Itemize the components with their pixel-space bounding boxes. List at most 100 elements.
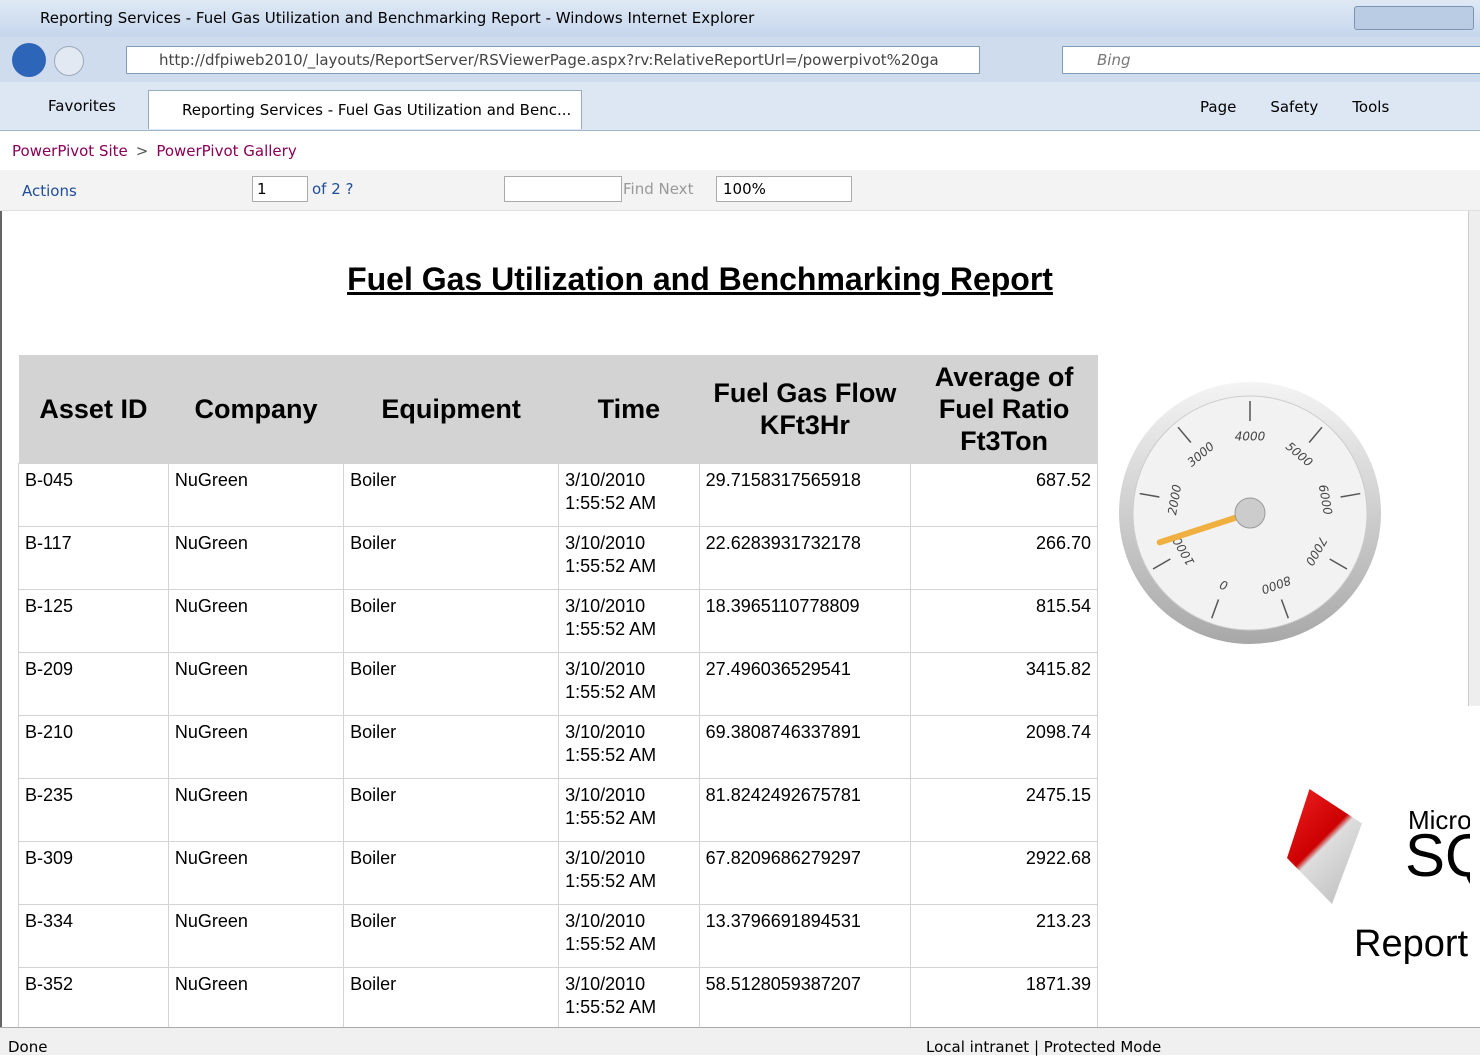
gauge-hub <box>1235 498 1265 528</box>
status-text: Done <box>8 1038 47 1056</box>
cell: B-235 <box>19 779 169 842</box>
cell: 815.54 <box>911 590 1098 653</box>
cell: Boiler <box>344 905 559 968</box>
cell: 58.5128059387207 <box>699 968 910 1028</box>
cell: 2475.15 <box>911 779 1098 842</box>
cell: 687.52 <box>911 464 1098 527</box>
command-button[interactable]: Safety <box>1270 98 1318 116</box>
address-area: http://dfpiweb2010/_layouts/ReportServer… <box>0 37 1480 82</box>
title-bar: Reporting Services - Fuel Gas Utilizatio… <box>0 0 1480 37</box>
breadcrumb-item: PowerPivot Gallery <box>156 142 296 160</box>
favorites-button[interactable]: Favorites <box>48 97 116 115</box>
cell: 29.7158317565918 <box>699 464 910 527</box>
cell: 3/10/2010 1:55:52 AM <box>559 779 700 842</box>
cell: Boiler <box>344 464 559 527</box>
window-title: Reporting Services - Fuel Gas Utilizatio… <box>40 9 754 27</box>
address-bar[interactable]: http://dfpiweb2010/_layouts/ReportServer… <box>126 46 980 74</box>
active-tab[interactable]: Reporting Services - Fuel Gas Utilizatio… <box>148 90 582 129</box>
data-row: B-309NuGreenBoiler3/10/2010 1:55:52 AM67… <box>19 842 1098 905</box>
zoom-value: 100% <box>723 180 766 198</box>
report-title: Fuel Gas Utilization and Benchmarking Re… <box>2 261 1398 298</box>
cell: 3/10/2010 1:55:52 AM <box>559 842 700 905</box>
search-provider: Bing <box>1097 51 1131 69</box>
logo-service: Report <box>1354 923 1468 966</box>
tab-title: Reporting Services - Fuel Gas Utilizatio… <box>182 101 571 119</box>
page: Reporting Services - Fuel Gas Utilizatio… <box>0 0 1480 1054</box>
cell: NuGreen <box>168 716 343 779</box>
command-button[interactable]: Page <box>1200 98 1236 116</box>
column-header: Average of Fuel Ratio Ft3Ton <box>911 355 1098 464</box>
status-bar: Done Local intranet | Protected Mode <box>0 1027 1480 1055</box>
breadcrumb-item: > <box>136 142 149 160</box>
cell: Boiler <box>344 590 559 653</box>
cell: NuGreen <box>168 968 343 1028</box>
cell: B-117 <box>19 527 169 590</box>
security-zone: Local intranet | Protected Mode <box>926 1038 1161 1056</box>
cell: Boiler <box>344 716 559 779</box>
cell: 18.3965110778809 <box>699 590 910 653</box>
cell: 3/10/2010 1:55:52 AM <box>559 968 700 1028</box>
command-button[interactable]: Tools <box>1352 98 1389 116</box>
cell: B-045 <box>19 464 169 527</box>
sql-logo <box>1287 789 1362 904</box>
cell: NuGreen <box>168 842 343 905</box>
back-button[interactable] <box>12 43 46 77</box>
breadcrumb: PowerPivot Site > PowerPivot Gallery <box>12 142 305 160</box>
logo-product: SQ <box>1405 821 1470 890</box>
cell: 3/10/2010 1:55:52 AM <box>559 905 700 968</box>
cell: NuGreen <box>168 905 343 968</box>
cell: Boiler <box>344 653 559 716</box>
column-header: Equipment <box>344 355 559 464</box>
cell: B-309 <box>19 842 169 905</box>
cell: NuGreen <box>168 653 343 716</box>
column-header: Time <box>559 355 700 464</box>
cell: B-210 <box>19 716 169 779</box>
cell: 266.70 <box>911 527 1098 590</box>
page-number: 1 <box>257 180 267 198</box>
url: http://dfpiweb2010/_layouts/ReportServer… <box>159 51 939 69</box>
cell: Boiler <box>344 968 559 1028</box>
find-next[interactable]: Find Next <box>623 180 693 198</box>
cell: 3/10/2010 1:55:52 AM <box>559 653 700 716</box>
command-bar: Page Safety Tools <box>1200 97 1423 116</box>
cell: 22.6283931732178 <box>699 527 910 590</box>
cell: 13.3796691894531 <box>699 905 910 968</box>
cell: NuGreen <box>168 590 343 653</box>
header-row: Asset IDCompanyEquipmentTimeFuel Gas Flo… <box>19 355 1098 464</box>
cell: 81.8242492675781 <box>699 779 910 842</box>
search-box[interactable]: Bing <box>1062 46 1480 74</box>
cell: 3415.82 <box>911 653 1098 716</box>
find-input[interactable] <box>504 176 622 202</box>
cell: NuGreen <box>168 779 343 842</box>
scrollbar[interactable] <box>1468 211 1480 706</box>
zoom-select[interactable]: 100% <box>716 176 852 202</box>
cell: Boiler <box>344 779 559 842</box>
cell: 67.8209686279297 <box>699 842 910 905</box>
cell: 3/10/2010 1:55:52 AM <box>559 464 700 527</box>
cell: NuGreen <box>168 464 343 527</box>
page-count: of 2 ? <box>312 180 354 198</box>
window-controls[interactable] <box>1354 6 1474 30</box>
cell: 69.3808746337891 <box>699 716 910 779</box>
cell: B-352 <box>19 968 169 1028</box>
column-header: Company <box>168 355 343 464</box>
actions-menu[interactable]: Actions <box>22 182 77 200</box>
cell: B-209 <box>19 653 169 716</box>
cell: B-125 <box>19 590 169 653</box>
cell: Boiler <box>344 527 559 590</box>
cell: NuGreen <box>168 527 343 590</box>
cell: 3/10/2010 1:55:52 AM <box>559 590 700 653</box>
cell: B-334 <box>19 905 169 968</box>
cell: 213.23 <box>911 905 1098 968</box>
page-input[interactable]: 1 <box>252 176 308 202</box>
cell: 27.496036529541 <box>699 653 910 716</box>
cell: 2098.74 <box>911 716 1098 779</box>
breadcrumb-item: PowerPivot Site <box>12 142 128 160</box>
forward-button[interactable] <box>54 46 84 76</box>
